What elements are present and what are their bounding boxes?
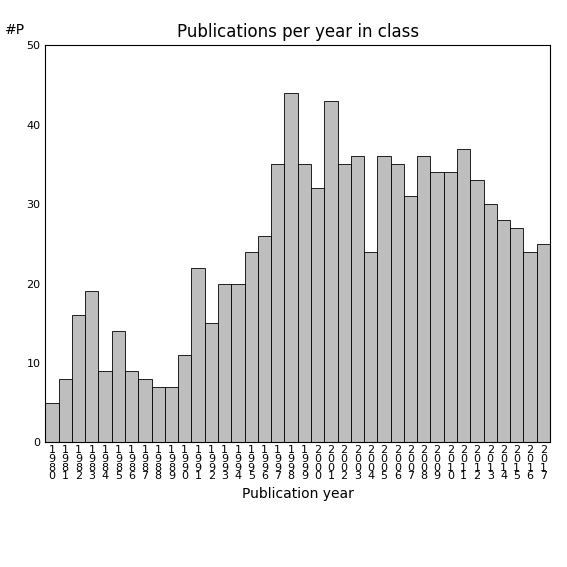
X-axis label: Publication year: Publication year <box>242 487 354 501</box>
Bar <box>258 236 271 442</box>
Bar <box>218 284 231 442</box>
Bar <box>378 156 391 442</box>
Bar <box>244 252 258 442</box>
Bar <box>285 93 298 442</box>
Bar <box>457 149 470 442</box>
Bar <box>178 355 192 442</box>
Bar <box>417 156 430 442</box>
Bar <box>45 403 58 442</box>
Bar <box>138 379 151 442</box>
Bar <box>337 164 351 442</box>
Bar <box>444 172 457 442</box>
Bar <box>58 379 72 442</box>
Title: Publications per year in class: Publications per year in class <box>176 23 419 41</box>
Bar <box>351 156 364 442</box>
Bar <box>192 268 205 442</box>
Bar <box>271 164 285 442</box>
Bar <box>99 371 112 442</box>
Bar <box>404 196 417 442</box>
Bar <box>231 284 244 442</box>
Bar <box>311 188 324 442</box>
Bar <box>85 291 99 442</box>
Bar <box>324 101 337 442</box>
Bar <box>112 331 125 442</box>
Bar <box>497 220 510 442</box>
Bar <box>151 387 165 442</box>
Bar <box>484 204 497 442</box>
Bar <box>537 244 550 442</box>
Bar <box>470 180 484 442</box>
Bar <box>125 371 138 442</box>
Bar <box>430 172 444 442</box>
Bar <box>391 164 404 442</box>
Bar <box>298 164 311 442</box>
Bar <box>364 252 378 442</box>
Text: #P: #P <box>5 23 25 37</box>
Bar <box>510 228 523 442</box>
Bar <box>165 387 178 442</box>
Bar <box>205 323 218 442</box>
Bar <box>523 252 537 442</box>
Bar <box>72 315 85 442</box>
